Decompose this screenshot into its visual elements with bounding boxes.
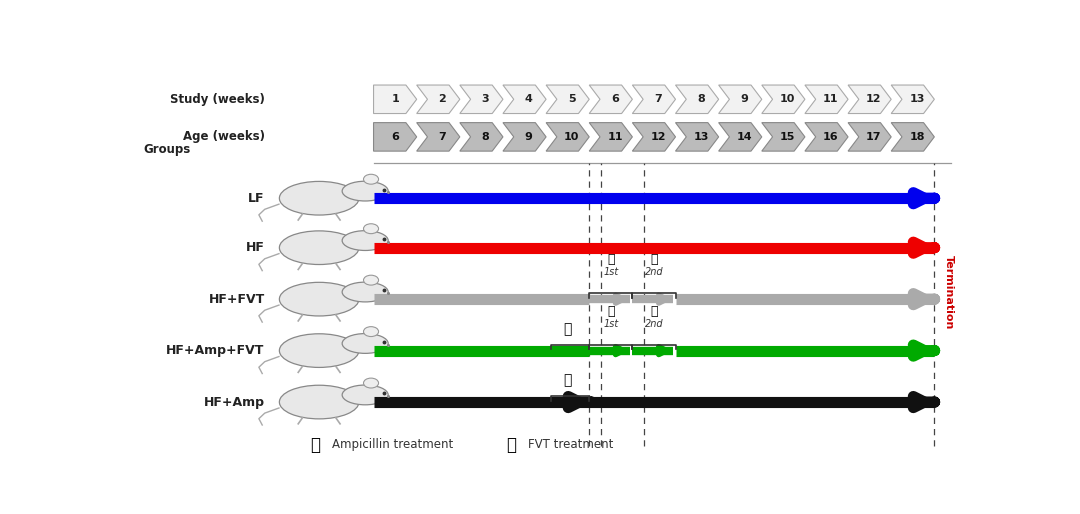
Text: 1: 1 — [391, 94, 399, 104]
Ellipse shape — [364, 174, 379, 184]
Text: 17: 17 — [866, 132, 881, 142]
Text: 10: 10 — [564, 132, 580, 142]
Text: LF: LF — [248, 192, 265, 205]
Ellipse shape — [280, 385, 359, 419]
Text: 🔬: 🔬 — [507, 436, 516, 454]
Text: 🔬: 🔬 — [607, 304, 615, 318]
Text: 💊: 💊 — [564, 322, 571, 336]
Polygon shape — [805, 123, 848, 151]
Polygon shape — [590, 85, 633, 114]
Text: 9: 9 — [525, 132, 532, 142]
Text: 8: 8 — [482, 132, 489, 142]
Text: 5: 5 — [568, 94, 576, 104]
Text: 12: 12 — [650, 132, 666, 142]
Polygon shape — [590, 123, 633, 151]
Text: 2nd: 2nd — [645, 319, 663, 329]
Polygon shape — [417, 123, 460, 151]
Text: Study (weeks): Study (weeks) — [170, 93, 265, 106]
Text: 1st: 1st — [603, 319, 619, 329]
Text: HF+FVT: HF+FVT — [208, 292, 265, 306]
Text: 16: 16 — [823, 132, 838, 142]
Ellipse shape — [280, 231, 359, 265]
Text: 1st: 1st — [603, 267, 619, 278]
Ellipse shape — [342, 181, 388, 201]
Text: 10: 10 — [780, 94, 795, 104]
Polygon shape — [891, 123, 934, 151]
Text: Age (weeks): Age (weeks) — [183, 131, 265, 143]
Text: HF+Amp: HF+Amp — [204, 396, 265, 409]
Ellipse shape — [280, 334, 359, 368]
Ellipse shape — [342, 385, 388, 405]
Polygon shape — [718, 123, 761, 151]
Polygon shape — [761, 123, 805, 151]
Text: HF+Amp+FVT: HF+Amp+FVT — [166, 344, 265, 357]
Text: 12: 12 — [866, 94, 881, 104]
Polygon shape — [633, 123, 675, 151]
Text: 9: 9 — [741, 94, 748, 104]
Text: 13: 13 — [693, 132, 708, 142]
Text: 11: 11 — [607, 132, 623, 142]
Polygon shape — [503, 123, 546, 151]
Ellipse shape — [342, 334, 388, 353]
Polygon shape — [805, 85, 848, 114]
Text: Termination: Termination — [944, 255, 954, 329]
Text: HF: HF — [246, 241, 265, 254]
Text: 🔬: 🔬 — [650, 253, 658, 266]
Text: 8: 8 — [698, 94, 705, 104]
Polygon shape — [675, 85, 718, 114]
Polygon shape — [374, 123, 417, 151]
Text: Groups: Groups — [144, 143, 191, 156]
Text: 4: 4 — [525, 94, 532, 104]
Ellipse shape — [364, 275, 379, 285]
Text: 💊: 💊 — [310, 436, 320, 454]
Polygon shape — [761, 85, 805, 114]
Ellipse shape — [342, 282, 388, 302]
Text: 2nd: 2nd — [645, 267, 663, 278]
Ellipse shape — [364, 327, 379, 337]
Ellipse shape — [280, 181, 359, 215]
Ellipse shape — [342, 231, 388, 250]
Text: 18: 18 — [909, 132, 924, 142]
Polygon shape — [460, 85, 503, 114]
Text: 3: 3 — [482, 94, 489, 104]
Polygon shape — [460, 123, 503, 151]
Text: 6: 6 — [391, 132, 399, 142]
Text: Ampicillin treatment: Ampicillin treatment — [332, 438, 453, 451]
Text: 11: 11 — [823, 94, 838, 104]
Text: 🔬: 🔬 — [650, 304, 658, 318]
Text: 13: 13 — [909, 94, 924, 104]
Polygon shape — [848, 85, 891, 114]
Text: 7: 7 — [654, 94, 662, 104]
Text: 15: 15 — [780, 132, 795, 142]
Ellipse shape — [364, 224, 379, 234]
Polygon shape — [718, 85, 761, 114]
Text: 6: 6 — [611, 94, 619, 104]
Polygon shape — [546, 85, 590, 114]
Polygon shape — [675, 123, 718, 151]
Polygon shape — [503, 85, 546, 114]
Polygon shape — [374, 85, 417, 114]
Polygon shape — [417, 85, 460, 114]
Text: FVT treatment: FVT treatment — [528, 438, 613, 451]
Polygon shape — [891, 85, 934, 114]
Polygon shape — [848, 123, 891, 151]
Text: 14: 14 — [737, 132, 752, 142]
Ellipse shape — [280, 282, 359, 316]
Polygon shape — [633, 85, 675, 114]
Text: 🔬: 🔬 — [607, 253, 615, 266]
Text: 💊: 💊 — [564, 373, 571, 387]
Text: 7: 7 — [438, 132, 446, 142]
Polygon shape — [546, 123, 590, 151]
Ellipse shape — [364, 378, 379, 388]
Text: 2: 2 — [438, 94, 446, 104]
